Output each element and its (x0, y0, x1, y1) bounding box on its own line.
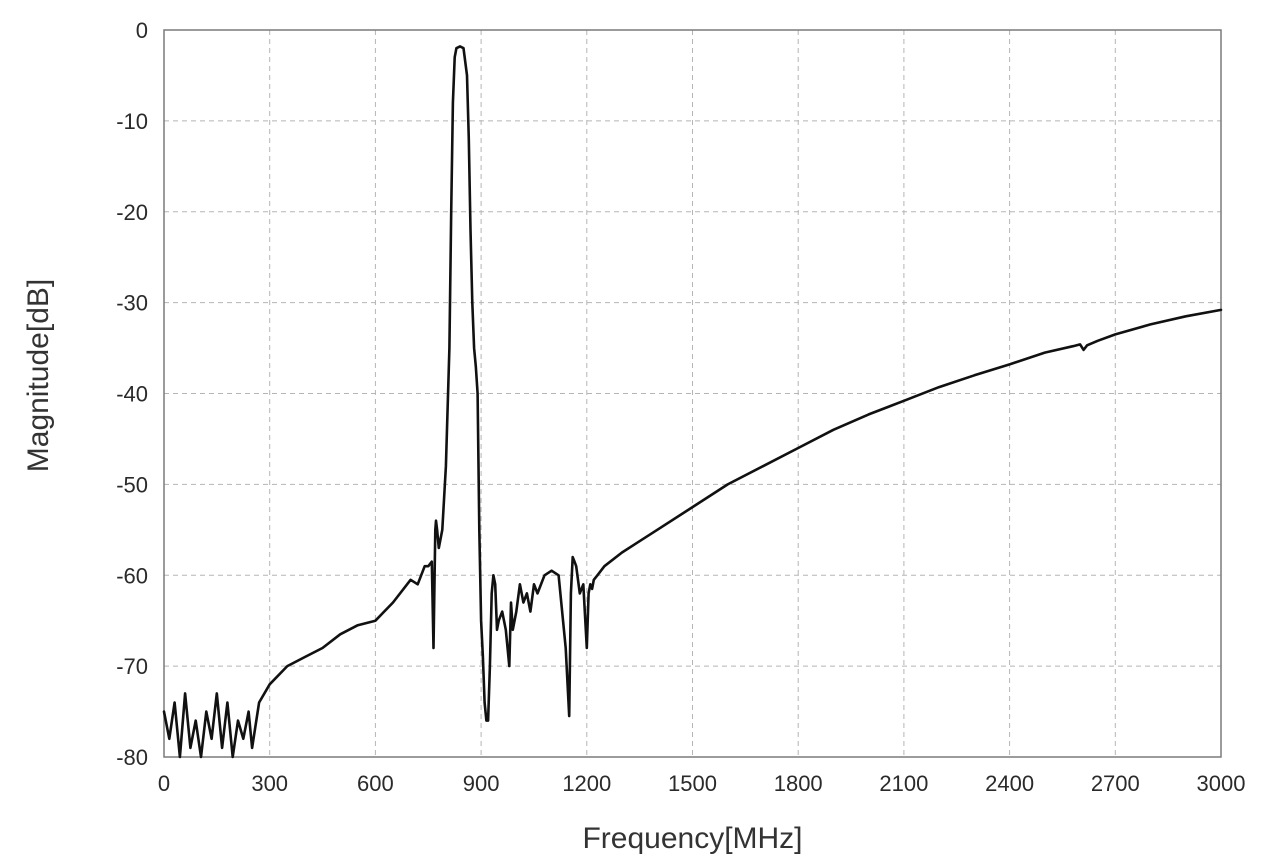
x-tick-label: 3000 (1197, 771, 1246, 796)
y-tick-label: -70 (116, 654, 148, 679)
y-tick-label: -30 (116, 291, 148, 316)
x-axis-label: Frequency[MHz] (582, 822, 802, 855)
x-tick-label: 2400 (985, 771, 1034, 796)
x-tick-label: 900 (463, 771, 500, 796)
y-tick-label: -50 (116, 472, 148, 497)
x-tick-label: 2100 (879, 771, 928, 796)
y-tick-label: -60 (116, 563, 148, 588)
y-tick-label: -10 (116, 109, 148, 134)
x-tick-label: 1500 (668, 771, 717, 796)
y-tick-label: -40 (116, 382, 148, 407)
y-axis-label: Magnitude[dB] (22, 279, 55, 472)
series-line (162, 45, 1223, 759)
y-tick-label: -80 (116, 745, 148, 770)
y-tick-label: 0 (136, 18, 148, 43)
x-tick-label: 1200 (562, 771, 611, 796)
x-tick-label: 600 (357, 771, 394, 796)
x-tick-label: 300 (251, 771, 288, 796)
y-tick-labels: 0 -10 -20 -30 -40 -50 -60 -70 -80 (116, 18, 148, 770)
x-tick-labels: 0 300 600 900 1200 1500 1800 2100 2400 2700 3000 (158, 771, 1246, 796)
x-tick-label: 1800 (774, 771, 823, 796)
x-tick-label: 0 (158, 771, 170, 796)
plot-frame (163, 29, 1222, 758)
x-tick-label: 2700 (1091, 771, 1140, 796)
y-tick-label: -20 (116, 200, 148, 225)
series-layer (162, 45, 1223, 759)
